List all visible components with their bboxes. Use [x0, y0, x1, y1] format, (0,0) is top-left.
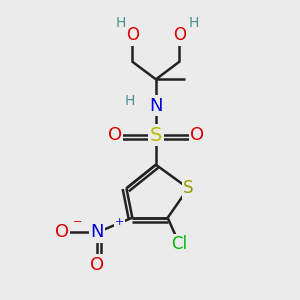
Text: O: O [173, 26, 186, 44]
Text: −: − [73, 217, 83, 227]
Text: N: N [149, 97, 163, 115]
Text: S: S [183, 179, 194, 197]
Text: S: S [150, 126, 162, 145]
Text: H: H [116, 16, 126, 30]
Text: O: O [108, 126, 122, 144]
Text: O: O [190, 126, 204, 144]
Text: O: O [126, 26, 139, 44]
Text: N: N [90, 224, 104, 242]
Text: H: H [189, 16, 200, 30]
Text: O: O [90, 256, 104, 274]
Text: H: H [124, 94, 135, 108]
Text: Cl: Cl [171, 235, 188, 253]
Text: +: + [114, 217, 124, 227]
Text: O: O [55, 224, 69, 242]
